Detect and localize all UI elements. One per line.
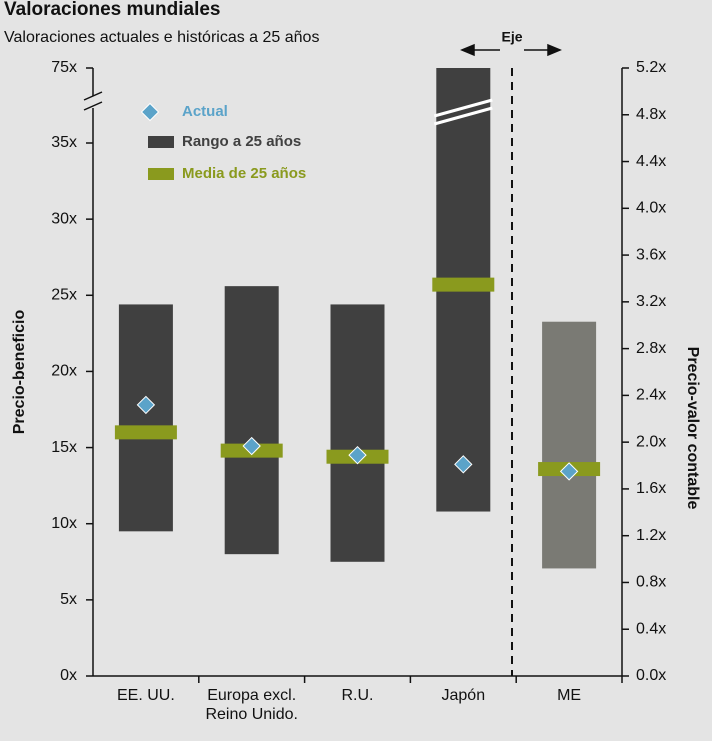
y-tick-label: 35x bbox=[51, 134, 77, 151]
x-tick-label: Japón bbox=[441, 687, 486, 704]
mean-marker bbox=[432, 277, 495, 292]
y2-tick-label: 1.2x bbox=[636, 527, 666, 544]
actual-marker bbox=[559, 462, 579, 481]
y2-tick-label: 0.0x bbox=[636, 667, 666, 684]
y-axis-label: Precio-beneficio bbox=[11, 310, 28, 435]
y2-axis-label: Precio-valor contable bbox=[684, 347, 701, 510]
y-tick-label: 15x bbox=[51, 439, 77, 456]
annotation-arrows bbox=[460, 43, 562, 57]
actual-marker bbox=[242, 436, 261, 456]
y2-tick-label: 3.2x bbox=[636, 293, 666, 310]
y2-tick-label: 2.8x bbox=[636, 340, 666, 357]
y2-tick-label: 3.6x bbox=[636, 246, 666, 263]
y-tick-label: 0x bbox=[60, 667, 77, 684]
legend-swatch bbox=[140, 102, 160, 122]
legend-swatch bbox=[148, 168, 174, 180]
x-tick-label: ME bbox=[557, 687, 582, 704]
y2-tick-label: 1.6x bbox=[636, 480, 666, 497]
range-bar bbox=[224, 286, 279, 555]
mean-marker bbox=[114, 425, 177, 440]
chart-subtitle: Valoraciones actuales e históricas a 25 … bbox=[4, 29, 319, 46]
bar-break bbox=[433, 106, 493, 126]
legend-label: Rango a 25 años bbox=[182, 133, 301, 150]
x-tick-label: EE. UU. bbox=[116, 687, 175, 704]
range-bar bbox=[118, 304, 173, 532]
y2-tick-label: 4.8x bbox=[636, 106, 666, 123]
y2-tick-label: 0.4x bbox=[636, 620, 666, 637]
legend-label: Actual bbox=[182, 103, 228, 120]
y2-tick-label: 4.4x bbox=[636, 153, 666, 170]
y-tick-label: 10x bbox=[51, 515, 77, 532]
x-tick-label: R.U. bbox=[341, 687, 374, 704]
bar-break bbox=[433, 98, 493, 118]
axis-break bbox=[83, 91, 103, 101]
y2-tick-label: 2.4x bbox=[636, 387, 666, 404]
range-bar bbox=[542, 321, 597, 569]
y2-tick-label: 2.0x bbox=[636, 433, 666, 450]
legend-label: Media de 25 años bbox=[182, 165, 306, 182]
y-tick-label: 5x bbox=[60, 591, 77, 608]
axis-break bbox=[83, 101, 103, 111]
axis-annotation: Eje bbox=[501, 29, 522, 45]
y2-tick-label: 0.8x bbox=[636, 574, 666, 591]
chart-title: Valoraciones mundiales bbox=[4, 0, 220, 20]
y-tick-label: 25x bbox=[51, 287, 77, 304]
actual-marker bbox=[136, 395, 156, 415]
actual-marker bbox=[454, 455, 473, 474]
y-tick-label: 20x bbox=[51, 363, 77, 380]
y-tick-label: 30x bbox=[51, 210, 77, 227]
range-bar bbox=[330, 304, 385, 562]
actual-marker bbox=[348, 445, 367, 465]
legend-swatch bbox=[148, 136, 174, 148]
y-tick-label: 75x bbox=[51, 59, 77, 76]
x-tick-label: Europa excl. Reino Unido. bbox=[205, 687, 298, 723]
y2-tick-label: 4.0x bbox=[636, 200, 666, 217]
y2-tick-label: 5.2x bbox=[636, 59, 666, 76]
